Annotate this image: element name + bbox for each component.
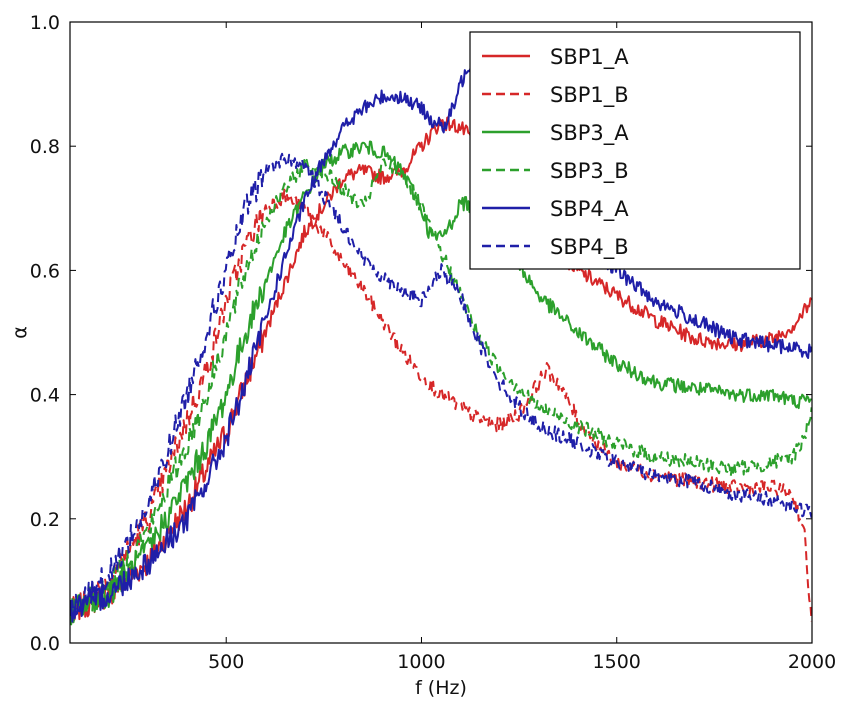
y-tick-label: 0.6	[30, 260, 60, 282]
series-line-sbp4-b	[70, 152, 812, 620]
x-tick-label: 500	[208, 651, 244, 673]
legend-box	[469, 31, 801, 270]
legend: SBP1_A SBP1_B SBP3_A SBP3_B SBP4_A SBP4_B	[469, 31, 801, 270]
legend-label: SBP4_B	[550, 235, 629, 260]
legend-label: SBP4_A	[550, 197, 629, 222]
y-tick-label: 1.0	[30, 12, 60, 34]
x-tick-label: 1000	[397, 651, 445, 673]
y-tick-label: 0.0	[30, 633, 60, 655]
series-line-sbp4-a	[70, 57, 812, 623]
series-group	[70, 57, 812, 626]
plot-frame	[69, 21, 813, 644]
y-tick-label: 0.8	[30, 136, 60, 158]
series-line-sbp3-a	[70, 140, 812, 626]
legend-label: SBP3_B	[550, 159, 629, 184]
legend-label: SBP3_A	[550, 121, 629, 146]
series-line-sbp1-b	[70, 188, 812, 625]
tick-layer: 500 1000 1500 2000 0.0 0.2 0.4 0.6 0.8 1.0	[30, 12, 836, 673]
series-line-sbp3-b	[70, 158, 812, 624]
x-tick-label: 2000	[788, 651, 836, 673]
x-tick-label: 1500	[593, 651, 641, 673]
y-tick-label: 0.2	[30, 509, 60, 531]
legend-label: SBP1_B	[550, 83, 629, 108]
plot-layer	[70, 57, 812, 626]
y-axis-label: α	[9, 326, 31, 339]
x-axis-label: f (Hz)	[415, 677, 467, 699]
legend-label: SBP1_A	[550, 45, 629, 70]
y-tick-label: 0.4	[30, 385, 60, 407]
